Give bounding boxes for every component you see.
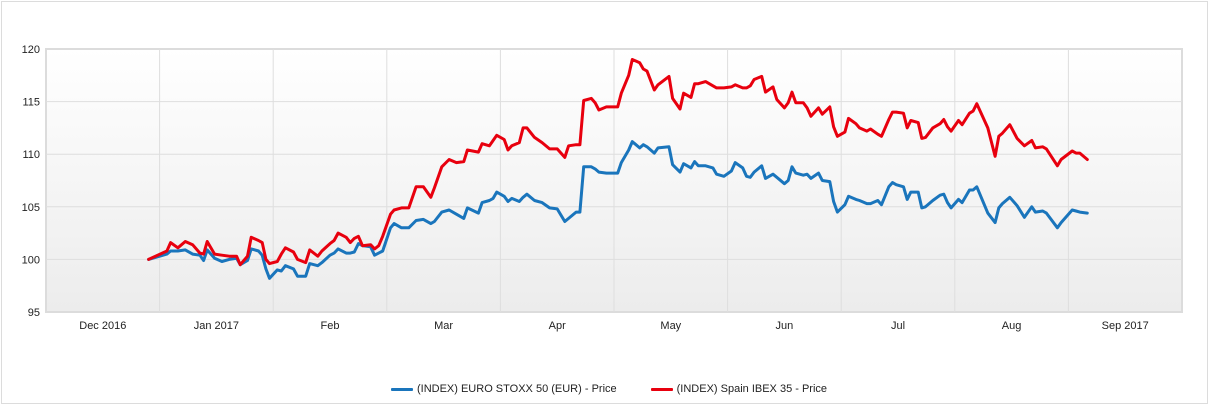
x-tick-label: Jan 2017 xyxy=(194,320,239,332)
legend-swatch-ibex xyxy=(650,387,673,391)
x-tick-label: Dec 2016 xyxy=(79,320,126,332)
legend-item-ibex[interactable]: (INDEX) Spain IBEX 35 - Price xyxy=(650,383,828,395)
y-tick-label: 110 xyxy=(22,149,40,161)
x-tick-label: May xyxy=(660,320,681,332)
x-tick-label: Mar xyxy=(434,320,453,332)
x-tick-label: Aug xyxy=(1002,320,1022,332)
legend-label-euro-stoxx: (INDEX) EURO STOXX 50 (EUR) - Price xyxy=(416,383,617,395)
series-line-ibex[interactable] xyxy=(147,58,1089,267)
y-tick-label: 115 xyxy=(22,97,40,109)
x-tick-label: Feb xyxy=(321,320,340,332)
y-tick-label: 120 xyxy=(22,44,40,56)
legend-label-ibex: (INDEX) Spain IBEX 35 - Price xyxy=(676,383,828,395)
chart-frame xyxy=(1,1,1208,404)
legend-item-euro-stoxx[interactable]: (INDEX) EURO STOXX 50 (EUR) - Price xyxy=(390,383,617,395)
x-tick-label: Jul xyxy=(891,320,905,332)
y-tick-label: 100 xyxy=(22,254,40,266)
x-tick-label: Jun xyxy=(776,320,794,332)
series-line-euro-stoxx[interactable] xyxy=(147,140,1089,280)
legend-swatch-euro-stoxx xyxy=(390,387,413,391)
legend: (INDEX) EURO STOXX 50 (EUR) - Price (IND… xyxy=(0,383,1218,395)
x-tick-label: Apr xyxy=(549,320,566,332)
y-tick-label: 105 xyxy=(22,202,40,214)
y-tick-label: 95 xyxy=(28,307,40,319)
x-tick-label: Sep 2017 xyxy=(1102,320,1149,332)
